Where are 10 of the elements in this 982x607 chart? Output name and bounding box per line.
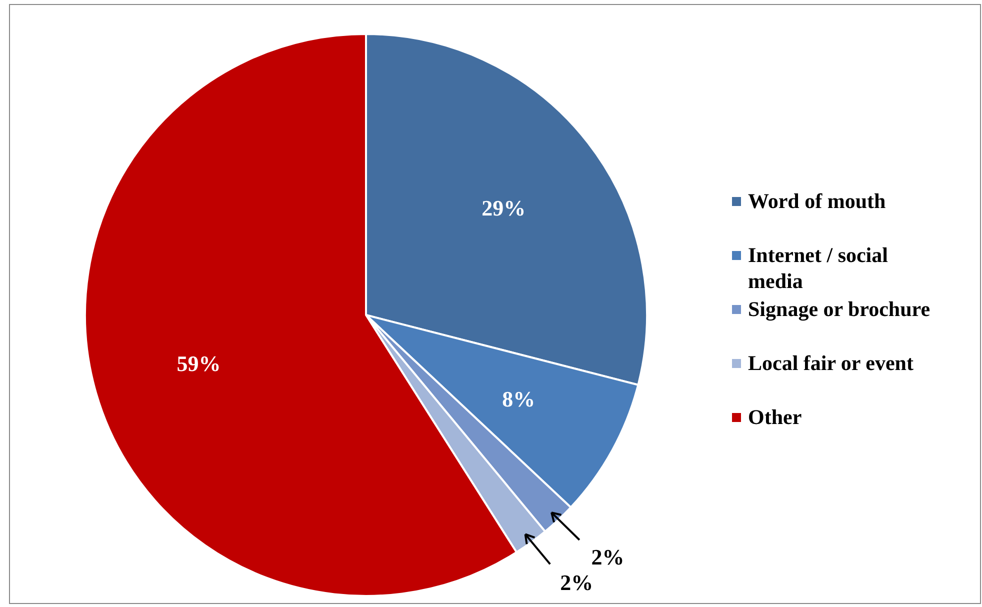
legend-label: Local fair or event	[748, 350, 914, 376]
data-label: 8%	[502, 386, 536, 412]
data-label: 2%	[560, 570, 594, 596]
legend-label: Word of mouth	[748, 188, 886, 214]
legend-label: Signage or brochure	[748, 296, 930, 322]
data-label: 29%	[482, 196, 526, 221]
legend-label: Other	[748, 404, 802, 430]
data-label: 59%	[176, 351, 221, 376]
legend-label: Internet / social media	[748, 242, 889, 294]
data-label: 2%	[591, 544, 624, 570]
